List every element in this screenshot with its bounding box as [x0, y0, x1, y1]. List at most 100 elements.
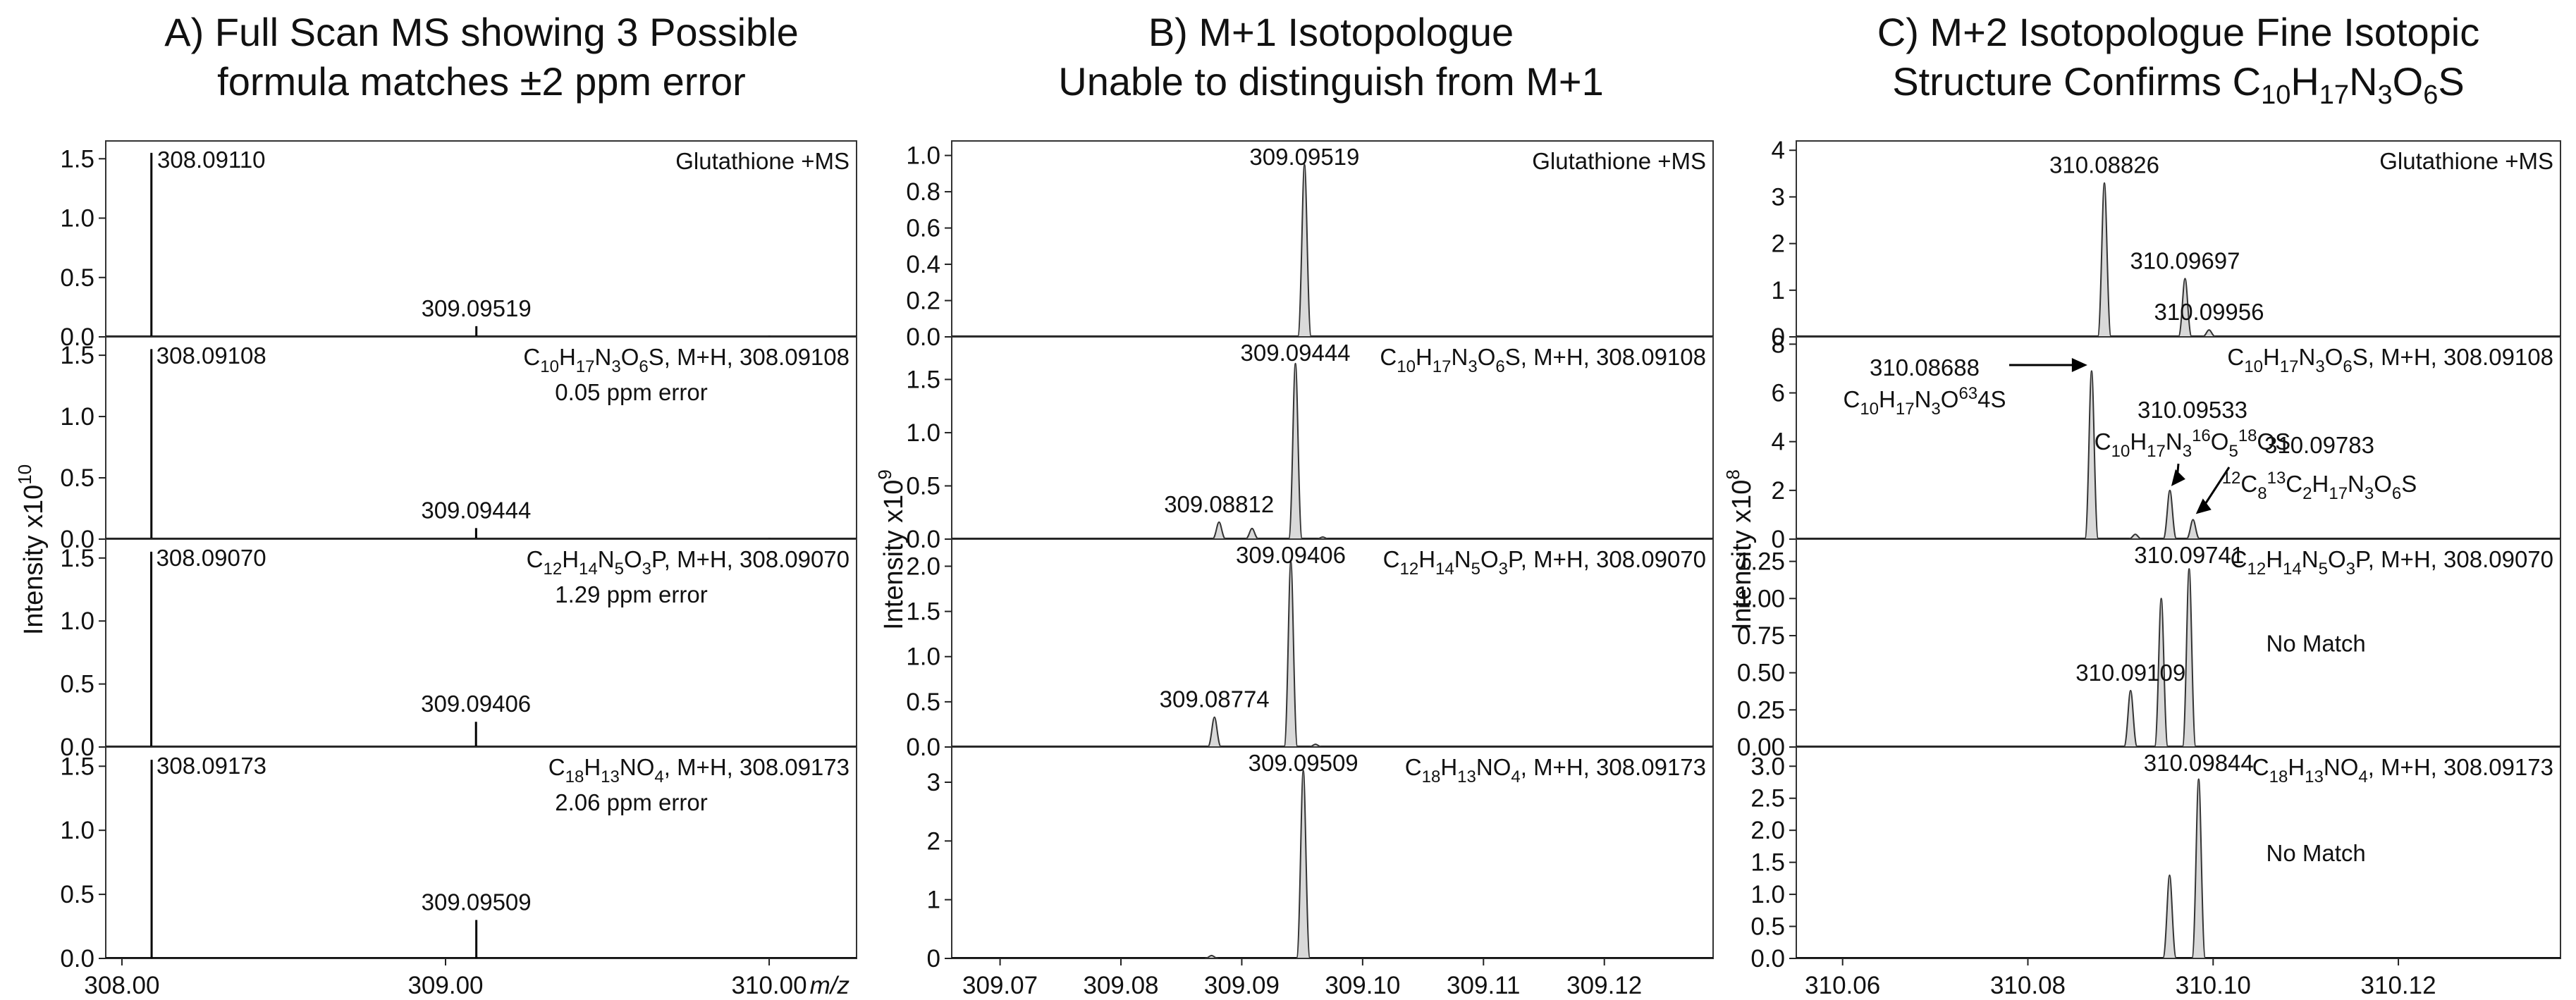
- y-tick-label: 2.0: [906, 553, 940, 580]
- panel-B2: 0.0 0.5 1.0 1.5 309.09444 309.08812 C10H17N3O6…: [906, 336, 1714, 553]
- y-tick-label: 0: [1772, 526, 1785, 553]
- legend-A1: Glutathione +MS: [675, 148, 850, 174]
- peak-label: 309.09444: [1241, 340, 1351, 366]
- peak-formula-label: C10H17N3O634S: [1843, 384, 2006, 419]
- arrow-head: [2171, 469, 2185, 486]
- peak-B2-0: [1212, 521, 1227, 540]
- y-tick-label: 0.0: [906, 526, 940, 553]
- y-tick-label: 4: [1772, 428, 1785, 456]
- x-tick-label: 310.00: [732, 972, 807, 999]
- x-tick-label: 309.11: [1447, 972, 1520, 999]
- peak-C3-1: [2154, 598, 2169, 748]
- arrow-head: [2071, 358, 2087, 372]
- peak-label: 309.08774: [1160, 686, 1270, 712]
- peak-label: 310.09697: [2130, 247, 2240, 273]
- y-tick-label: 1.0: [60, 403, 94, 431]
- x-tick-label: 309.07: [962, 972, 1038, 999]
- peak-label: 310.09741: [2134, 542, 2244, 568]
- legend-A2: C10H17N3O6S, M+H, 308.09108: [523, 344, 850, 376]
- peak-label: 309.09519: [422, 295, 532, 321]
- peak-B2-2: [1287, 362, 1304, 540]
- peak-B2-1: [1245, 527, 1259, 540]
- y-tick-label: 2: [1772, 230, 1785, 258]
- y-tick-label: 1: [1772, 277, 1785, 304]
- y-tick-label: 1.0: [60, 205, 94, 233]
- peak-C4-1: [2191, 778, 2207, 959]
- y-tick-label: 0: [927, 945, 940, 973]
- y-tick-label: 0.0: [1750, 945, 1785, 973]
- y-tick-label: 1.5: [906, 598, 940, 626]
- y-tick-label: 0.5: [1750, 913, 1785, 941]
- ppm-error-A2: 0.05 ppm error: [555, 379, 707, 405]
- x-tick-label: 309.09: [1204, 972, 1280, 999]
- panel-title-1-0: B) M+1 Isotopologue: [1148, 10, 1514, 54]
- peak-label: 309.09509: [1249, 750, 1358, 776]
- y-tick-label: 0: [1772, 323, 1785, 351]
- panel-C4: 0.0 0.5 1.0 1.5 2.0 2.5 3.0 No Match 310.09844C1…: [1750, 746, 2561, 973]
- y-tick-label: 1.0: [906, 643, 940, 671]
- y-tick-label: 0.25: [1737, 696, 1785, 724]
- x-tick-label: 308.00: [84, 972, 159, 999]
- peak-label: 309.09406: [1236, 542, 1346, 568]
- y-tick-label: 6: [1772, 380, 1785, 407]
- legend-B2: C10H17N3O6S, M+H, 308.09108: [1380, 344, 1706, 376]
- y-tick-label: 1.00: [1737, 585, 1785, 612]
- peak-B4-0: [1204, 954, 1219, 959]
- peak-label: 308.09110: [157, 147, 266, 173]
- peak-label: 309.09509: [422, 889, 532, 915]
- arrow: [2200, 467, 2231, 511]
- peak-C1-1: [2177, 278, 2193, 338]
- ppm-error-A3: 1.29 ppm error: [555, 581, 707, 607]
- peak-C2-1: [2128, 533, 2142, 540]
- y-tick-label: 1.0: [60, 607, 94, 635]
- y-tick-label: 0.0: [60, 323, 94, 351]
- legend-C1: Glutathione +MS: [2379, 148, 2553, 174]
- x-tick-label: 309.00: [407, 972, 483, 999]
- legend-C4: C18H13NO4, M+H, 308.09173: [2252, 754, 2553, 786]
- y-tick-label: 0.0: [60, 945, 94, 973]
- peak-label: 310.09109: [2075, 660, 2185, 686]
- peak-C1-2: [2202, 329, 2216, 338]
- y-tick-label: 0.8: [906, 178, 940, 206]
- x-tick-label: 310.12: [2361, 972, 2436, 999]
- y-tick-label: 0.00: [1737, 734, 1785, 761]
- y-tick-label: 1.0: [1750, 881, 1785, 908]
- arrow-head: [2195, 498, 2212, 514]
- x-tick-label: 310.06: [1805, 972, 1880, 999]
- y-tick-label: 3: [927, 769, 940, 796]
- y-tick-label: 2: [1772, 477, 1785, 505]
- y-tick-label: 3.0: [1750, 753, 1785, 780]
- peak-formula-label: 12C813C2H17N3O6S: [2222, 469, 2417, 503]
- y-tick-label: 1.5: [60, 145, 94, 173]
- panel-C3: 0.00 0.25 0.50 0.75 1.00 1.25 No Match 310.0974…: [1737, 538, 2561, 761]
- y-tick-label: 0.0: [60, 526, 94, 553]
- y-tick-label: 1.5: [906, 366, 940, 393]
- y-tick-label: 1.0: [60, 817, 94, 844]
- y-tick-label: 0.4: [906, 251, 940, 278]
- panel-B3: 0.0 0.5 1.0 1.5 2.0 309.09406 309.08774 C12H14N…: [906, 538, 1714, 761]
- peak-B3-0: [1207, 716, 1222, 748]
- panel-title-2-0: C) M+2 Isotopologue Fine Isotopic: [1877, 10, 2479, 54]
- peak-C2-3: [2185, 519, 2200, 540]
- panel-A4: 0.0 0.5 1.0 1.5 2.06 ppm error 308.09173 309.0…: [60, 746, 857, 973]
- panel-B4: 0 1 2 3 309.09509 C18H13NO4, M+H, 308.09173: [927, 746, 1714, 973]
- y-tick-label: 3: [1772, 183, 1785, 211]
- peak-label: 309.08812: [1164, 491, 1274, 517]
- peak-B1-0: [1296, 163, 1312, 338]
- x-tick-label: 309.12: [1566, 972, 1642, 999]
- x-tick-label: 310.08: [1990, 972, 2066, 999]
- peak-C1-0: [2097, 182, 2112, 338]
- panel-C1: 0 1 2 3 4 Glutathione +MS 310.08826 310.09697 31…: [1772, 137, 2561, 351]
- x-tick-label: 310.10: [2176, 972, 2251, 999]
- y-tick-label: 0.5: [60, 881, 94, 908]
- note-C3: No Match: [2267, 631, 2366, 657]
- peak-label: 310.09844: [2144, 750, 2254, 776]
- peak-label: 308.09173: [157, 753, 266, 779]
- y-tick-label: 0.5: [60, 464, 94, 492]
- peak-C2-2: [2162, 489, 2178, 540]
- panel-title-0-1: formula matches ±2 ppm error: [217, 59, 746, 104]
- legend-B4: C18H13NO4, M+H, 308.09173: [1405, 754, 1706, 786]
- peak-label: 308.09108: [157, 342, 266, 369]
- y-tick-label: 1.25: [1737, 548, 1785, 576]
- peak-label: 309.09519: [1249, 144, 1359, 170]
